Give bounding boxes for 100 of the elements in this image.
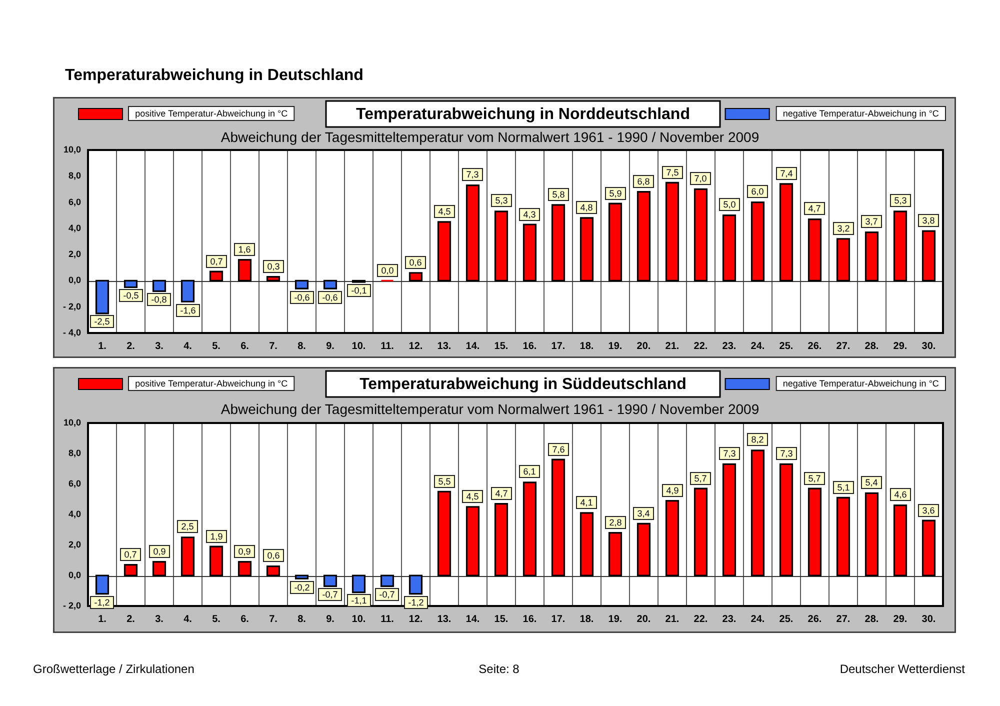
x-tick-label: 22. bbox=[694, 614, 708, 625]
data-label: 7,6 bbox=[552, 444, 565, 454]
x-tick-label: 6. bbox=[240, 340, 250, 352]
x-tick-label: 11. bbox=[380, 340, 394, 352]
data-label: 0,6 bbox=[267, 550, 280, 560]
x-tick-label: 25. bbox=[779, 340, 794, 352]
data-label: 7,5 bbox=[666, 167, 679, 178]
data-label: 4,7 bbox=[495, 488, 508, 498]
data-label: 0,0 bbox=[381, 265, 394, 276]
data-label: -2,5 bbox=[94, 316, 110, 326]
x-tick-label: 13. bbox=[437, 340, 452, 352]
x-tick-label: 2. bbox=[126, 340, 136, 352]
data-label: 4,5 bbox=[466, 491, 479, 502]
y-tick-label: 0,0 bbox=[68, 275, 81, 286]
x-tick-label: 20. bbox=[636, 614, 651, 625]
data-label: 3,7 bbox=[865, 216, 878, 226]
data-label: 3,4 bbox=[637, 508, 650, 518]
x-tick-label: 6. bbox=[240, 614, 250, 625]
data-label: 4,1 bbox=[580, 497, 593, 508]
y-tick-label: 8,0 bbox=[68, 170, 81, 181]
data-label: -0,5 bbox=[123, 290, 139, 300]
data-label: 5,3 bbox=[495, 195, 508, 206]
data-label: 7,3 bbox=[466, 169, 479, 180]
text: Deutscher Wetterdienst bbox=[840, 661, 965, 677]
data-label: 4,9 bbox=[666, 485, 679, 496]
x-tick-label: 22. bbox=[694, 340, 708, 352]
data-label: -0,6 bbox=[322, 292, 338, 302]
data-label: -1,1 bbox=[351, 595, 367, 606]
chart-title: Temperaturabweichung in Norddeutschland bbox=[356, 106, 690, 123]
data-label: 0,9 bbox=[238, 546, 251, 556]
x-tick-label: 8. bbox=[298, 614, 306, 625]
y-tick-label: 10,0 bbox=[63, 417, 81, 428]
x-tick-label: 9. bbox=[326, 340, 335, 352]
x-tick-label: 24. bbox=[750, 340, 765, 352]
x-tick-label: 3. bbox=[155, 614, 164, 625]
data-label: -0,1 bbox=[351, 285, 367, 296]
x-tick-label: 20. bbox=[636, 340, 651, 352]
x-tick-label: 16. bbox=[522, 340, 537, 352]
x-tick-label: 15. bbox=[494, 614, 508, 625]
x-tick-label: 18. bbox=[580, 340, 594, 352]
data-label: 4,7 bbox=[808, 203, 821, 214]
data-label: 7,4 bbox=[780, 168, 793, 178]
x-tick-label: 10. bbox=[352, 614, 366, 625]
x-tick-label: 14. bbox=[466, 614, 480, 625]
x-tick-label: 12. bbox=[408, 614, 423, 625]
x-tick-label: 15. bbox=[494, 340, 508, 352]
data-label: 0,7 bbox=[124, 549, 137, 560]
x-tick-label: 27. bbox=[836, 340, 850, 352]
x-tick-label: 3. bbox=[155, 340, 164, 352]
data-label: 5,0 bbox=[723, 199, 736, 210]
data-label: 5,9 bbox=[609, 188, 622, 198]
x-tick-label: 29. bbox=[893, 614, 908, 625]
data-label: -0,7 bbox=[322, 589, 338, 600]
y-tick-label: 4,0 bbox=[68, 222, 81, 233]
x-tick-label: 16. bbox=[522, 614, 537, 625]
y-tick-label: 2,0 bbox=[68, 539, 81, 550]
x-tick-label: 30. bbox=[922, 340, 936, 352]
x-tick-label: 25. bbox=[779, 614, 794, 625]
x-tick-label: 11. bbox=[380, 614, 394, 625]
x-tick-label: 26. bbox=[808, 614, 822, 625]
data-label: 6,0 bbox=[751, 186, 764, 196]
data-label: 8,2 bbox=[751, 434, 764, 444]
x-tick-label: 9. bbox=[326, 614, 335, 625]
data-label: 1,9 bbox=[210, 531, 223, 542]
x-tick-label: 21. bbox=[665, 340, 680, 352]
data-label: 6,8 bbox=[637, 176, 650, 186]
chart-title: Temperaturabweichung in Süddeutschland bbox=[360, 376, 686, 393]
data-label: 0,9 bbox=[153, 546, 166, 556]
data-label: 1,6 bbox=[238, 244, 251, 254]
x-tick-label: 1. bbox=[98, 614, 107, 625]
y-tick-label: 6,0 bbox=[68, 196, 81, 207]
x-tick-label: 10. bbox=[352, 340, 366, 352]
x-tick-label: 30. bbox=[922, 614, 936, 625]
data-label: 5,7 bbox=[694, 473, 707, 484]
legend-label: negative Temperatur-Abweichung in °C bbox=[782, 108, 940, 118]
data-label: 2,8 bbox=[609, 517, 622, 528]
x-tick-label: 23. bbox=[722, 614, 736, 625]
x-tick-label: 13. bbox=[437, 614, 452, 625]
data-label: -0,8 bbox=[151, 294, 167, 304]
y-tick-label: - 4,0 bbox=[62, 327, 81, 338]
legend-label: positive Temperatur-Abweichung in °C bbox=[135, 108, 288, 118]
x-tick-label: 24. bbox=[750, 614, 765, 625]
data-label: -1,2 bbox=[408, 597, 424, 608]
data-label: 2,5 bbox=[181, 521, 194, 532]
x-tick-label: 1. bbox=[98, 340, 107, 352]
data-label: 0,3 bbox=[267, 261, 280, 272]
x-tick-label: 4. bbox=[184, 340, 192, 352]
x-tick-label: 17. bbox=[551, 614, 566, 625]
data-label: 4,8 bbox=[580, 202, 593, 212]
data-label: 3,6 bbox=[922, 505, 935, 516]
data-label: 4,3 bbox=[523, 209, 536, 220]
y-tick-label: 10,0 bbox=[63, 144, 81, 154]
x-tick-label: 27. bbox=[836, 614, 850, 625]
data-label: 5,7 bbox=[808, 473, 821, 484]
x-tick-label: 28. bbox=[864, 340, 879, 352]
x-tick-label: 18. bbox=[580, 614, 594, 625]
chart-subtitle: Abweichung der Tagesmitteltemperatur vom Normalwert 1961 - 1990 / November 2009 bbox=[220, 400, 760, 417]
data-label: 0,6 bbox=[409, 257, 422, 268]
data-label: 7,0 bbox=[694, 173, 707, 184]
data-label: 5,5 bbox=[438, 476, 451, 486]
